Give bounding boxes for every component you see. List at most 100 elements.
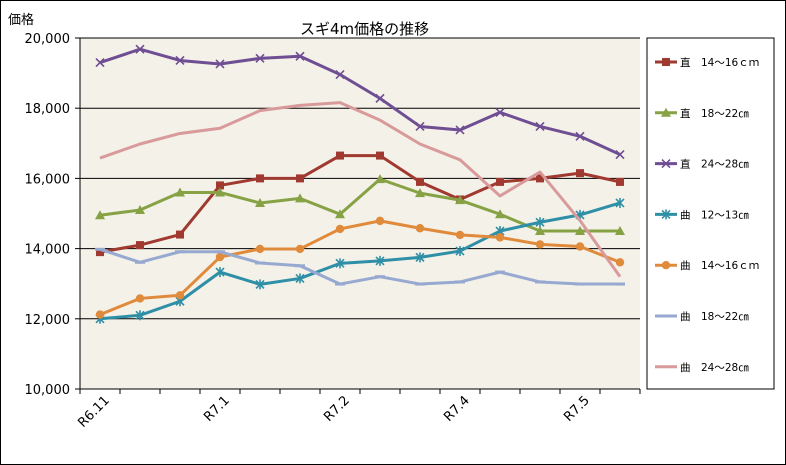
data-point [176, 230, 184, 239]
data-point [535, 226, 545, 236]
data-point [375, 93, 385, 103]
series-4 [95, 197, 625, 324]
data-point [295, 193, 305, 203]
y-axis-label: 価格 [8, 12, 34, 28]
data-point [536, 174, 544, 183]
legend-marker [661, 209, 671, 220]
data-point [256, 174, 264, 183]
data-point [96, 248, 104, 257]
x-tick-label: R6.11 [75, 393, 112, 430]
data-point [455, 246, 465, 257]
data-point [255, 279, 265, 290]
data-point [175, 55, 185, 66]
data-point [615, 149, 625, 160]
x-tick-label: R7.4 [441, 393, 473, 425]
data-point [535, 240, 545, 249]
data-point [95, 58, 105, 68]
data-point [495, 233, 505, 242]
data-point [415, 121, 425, 132]
series-line [99, 219, 621, 316]
legend-item: 曲 14～16ｃｍ [655, 260, 759, 272]
y-tick-label: 10,000 [25, 383, 71, 398]
chart-title: スギ4m価格の推移 [300, 20, 429, 38]
x-axis-ticks: R6.11 R7.1 R7.2 R7.4 R7.5 [75, 389, 641, 431]
legend-item: 曲 12～13㎝ [655, 209, 749, 221]
data-point [95, 210, 105, 220]
data-point [135, 294, 145, 303]
legend-label: 曲 12～13㎝ [680, 209, 749, 221]
data-point [135, 44, 145, 54]
data-point [535, 217, 545, 228]
data-point [575, 131, 585, 141]
data-point [496, 177, 504, 186]
legend-label: 直 24～28㎝ [680, 158, 749, 171]
data-point [335, 209, 345, 219]
y-axis-ticks: 10,000 12,000 14,000 16,000 18,000 20,000 [25, 32, 81, 398]
data-point [495, 209, 505, 219]
data-point [255, 53, 265, 63]
series-line [99, 101, 622, 278]
data-point [255, 244, 265, 254]
series-6 [95, 247, 625, 286]
gridlines [80, 37, 640, 390]
data-point [215, 187, 225, 197]
data-point [295, 51, 305, 61]
data-point [135, 310, 145, 321]
legend-marker [661, 159, 671, 169]
legend-label: 直 14～16ｃｍ [680, 56, 759, 69]
data-point [375, 255, 385, 266]
data-point [135, 204, 145, 214]
legend-marker [661, 261, 671, 270]
data-point [375, 216, 385, 226]
legend-label: 曲 14～16ｃｍ [680, 260, 759, 272]
series-line [99, 177, 620, 233]
data-point [255, 197, 265, 207]
data-point [615, 197, 625, 208]
legend-item: 曲 24～28㎝ [655, 362, 749, 374]
x-tick-label: R7.5 [561, 393, 593, 425]
data-point [575, 226, 585, 236]
data-point [615, 226, 625, 236]
legend-marker [662, 58, 670, 66]
legend-item: 直 14～16ｃｍ [655, 56, 759, 69]
series-line [99, 201, 621, 321]
series-line [99, 247, 620, 286]
series-2 [95, 174, 625, 236]
data-point [455, 125, 465, 135]
legend-label: 曲 18～22㎝ [680, 311, 749, 323]
series-line [99, 154, 621, 254]
series-7 [99, 101, 622, 278]
data-point [175, 291, 185, 300]
data-point [576, 169, 584, 178]
legend-label: 直 18～22㎝ [680, 107, 749, 120]
legend-item: 直 24～28㎝ [655, 158, 749, 171]
data-point [335, 69, 345, 80]
data-point [215, 59, 225, 69]
data-point [415, 224, 425, 233]
series-line [99, 47, 621, 156]
data-point [616, 177, 624, 186]
data-point [296, 174, 304, 183]
x-tick-label: R7.2 [321, 393, 353, 425]
data-point [455, 230, 465, 240]
legend-item: 曲 18～22㎝ [655, 311, 749, 323]
y-tick-label: 18,000 [25, 102, 71, 117]
data-point [216, 181, 224, 190]
data-point [136, 241, 144, 250]
data-point [615, 258, 625, 267]
data-point [335, 224, 345, 234]
data-point [495, 107, 505, 117]
y-tick-label: 14,000 [25, 243, 71, 258]
data-point [415, 252, 425, 263]
y-tick-label: 16,000 [25, 172, 71, 187]
plot-area [80, 38, 640, 389]
data-point [215, 267, 225, 278]
data-point [215, 252, 225, 262]
data-point [295, 273, 305, 284]
data-point [535, 121, 545, 132]
legend-label: 曲 24～28㎝ [680, 362, 749, 374]
y-tick-label: 12,000 [25, 313, 71, 328]
y-tick-label: 20,000 [25, 32, 71, 47]
